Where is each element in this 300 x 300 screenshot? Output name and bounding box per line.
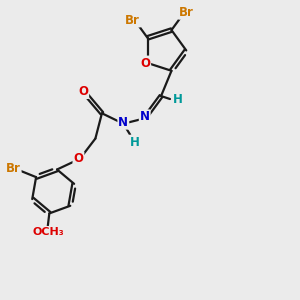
Text: Br: Br <box>125 14 140 26</box>
Text: O: O <box>74 152 83 165</box>
Text: N: N <box>140 110 150 123</box>
Text: Br: Br <box>179 6 194 19</box>
Text: O: O <box>78 85 88 98</box>
Text: Br: Br <box>6 162 21 175</box>
Text: OCH₃: OCH₃ <box>32 227 64 237</box>
Text: N: N <box>118 116 128 129</box>
Text: H: H <box>173 92 183 106</box>
Text: O: O <box>140 56 150 70</box>
Text: H: H <box>130 136 140 148</box>
